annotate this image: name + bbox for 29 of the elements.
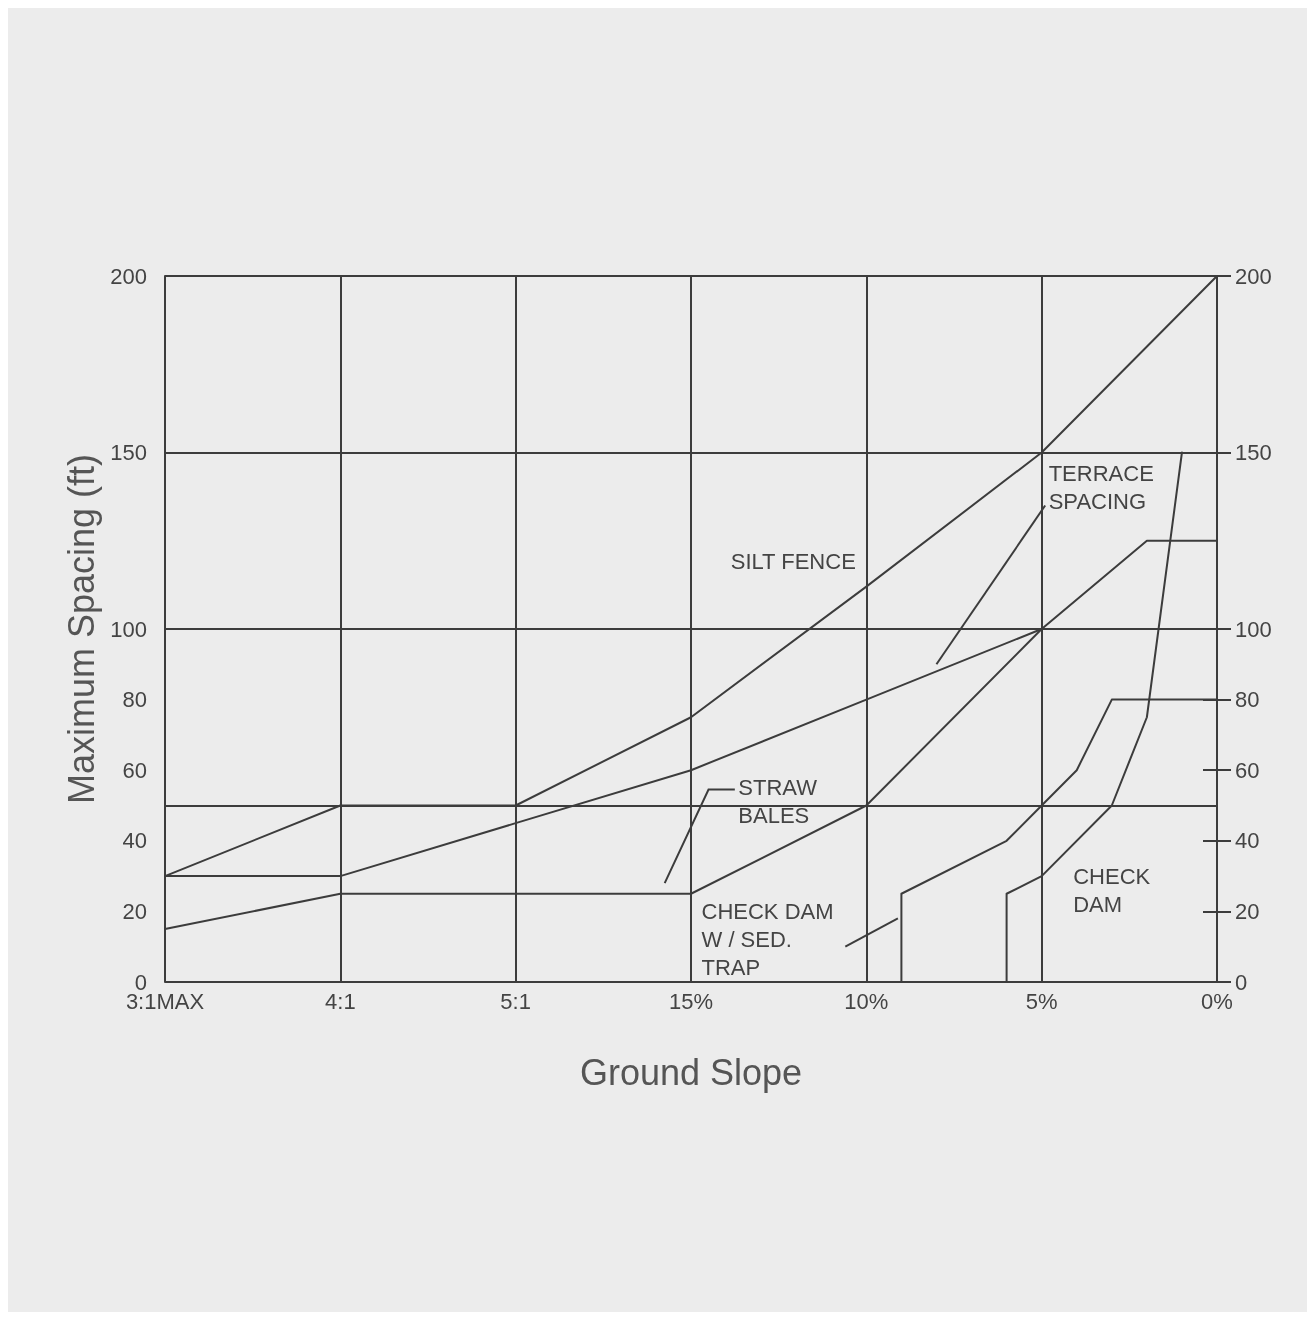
y2-tick-label: 60 (1235, 757, 1260, 783)
y-tick-label: 150 (110, 440, 147, 465)
y-tick-label: 20 (122, 898, 147, 924)
x-tick-label: 15% (668, 988, 714, 1014)
x-tick-label: 0% (1201, 988, 1233, 1014)
legend-label: CHECK DAM W / SED. TRAP (701, 899, 840, 981)
y2-tick-label: 100 (1235, 616, 1272, 642)
y2-tick-label: 20 (1235, 898, 1260, 924)
series-label: STRAW BALES (738, 775, 824, 829)
x-tick-label: 10% (844, 988, 889, 1014)
y2-tick-label: 40 (1235, 828, 1260, 854)
y-tick-label: 80 (122, 687, 147, 713)
series-label: CHECK DAM (1073, 863, 1157, 917)
x-axis-title: Ground Slope (579, 1051, 803, 1093)
x-tick-label: 5% (1025, 988, 1058, 1014)
y2-tick-label: 80 (1235, 687, 1260, 713)
y-tick-label: 40 (122, 828, 147, 854)
y-tick-label: 200 (110, 263, 147, 289)
y2-tick-label: 0 (1235, 969, 1248, 995)
y-tick-label: 0 (134, 969, 147, 995)
series-label: TERRACE SPACING (1048, 461, 1160, 515)
y2-tick-label: 200 (1235, 263, 1272, 289)
y2-tick-label: 150 (1235, 440, 1272, 465)
y-tick-label: 100 (110, 616, 147, 642)
x-tick-label: 4:1 (325, 988, 356, 1014)
series-label: SILT FENCE (730, 549, 856, 575)
x-tick-label: 5:1 (500, 988, 531, 1014)
y-axis-title: Maximum Spacing (ft) (60, 453, 102, 805)
y-tick-label: 60 (122, 757, 147, 783)
